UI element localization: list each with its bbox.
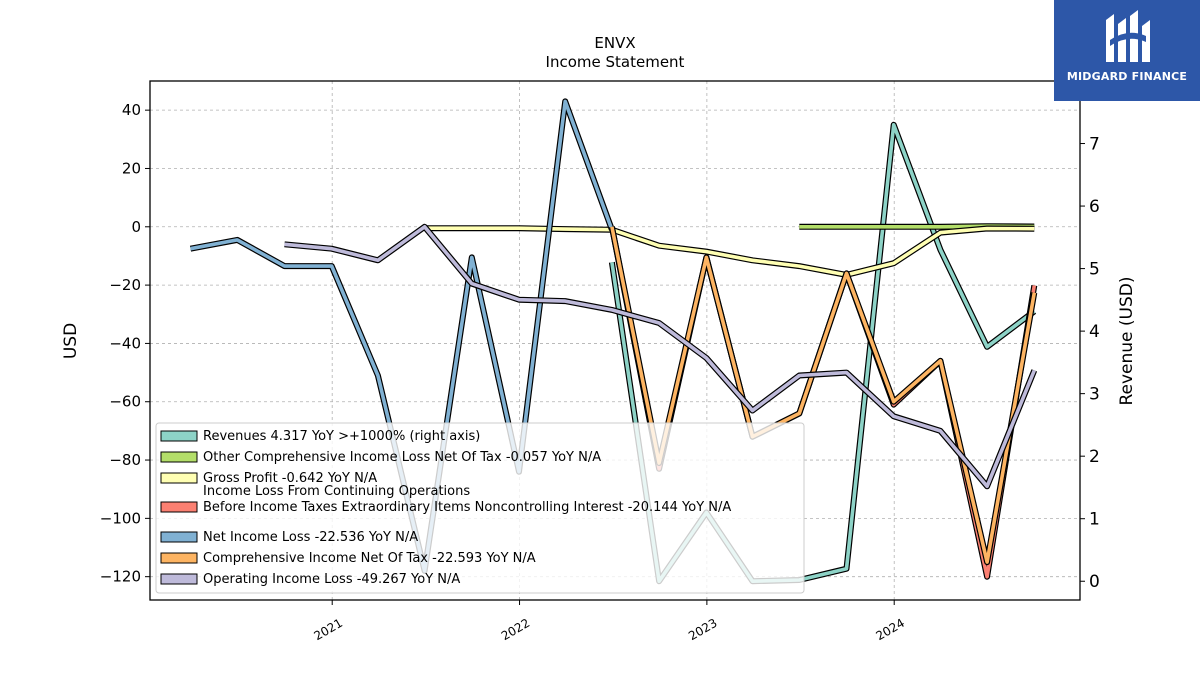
legend-label: Revenues 4.317 YoY >+1000% (right axis) [203,429,480,444]
legend-label: Net Income Loss -22.536 YoY N/A [203,530,418,545]
legend-swatch [160,552,198,564]
legend-label: Before Income Taxes Extraordinary Items … [203,500,731,515]
chart-title: ENVX [594,34,635,52]
y-tick-label-right: 1 [1089,510,1100,530]
x-tick-label: 2024 [873,616,906,643]
axes: 40 20 0 −20 −40 −60 −80 −100 −120 0 1 2 3 4 5 6 7 2021 202… [100,80,1100,643]
y-tick-label-left: −40 [109,334,141,352]
x-tick-label: 2021 [311,616,344,643]
series-line [284,225,1036,489]
x-tick-label: 2023 [686,616,719,643]
logo-text: MIDGARD FINANCE [1066,70,1188,83]
series-line [424,226,1035,277]
y-tick-label-right: 3 [1089,385,1100,405]
y-tick-label-left: −80 [109,451,141,469]
legend-swatch [160,531,198,543]
legend-label: Comprehensive Income Net Of Tax -22.593 … [203,551,536,566]
y-tick-label-right: 5 [1089,260,1100,280]
legend-label: Other Comprehensive Income Loss Net Of T… [203,450,601,465]
y-tick-label-right: 6 [1089,197,1100,217]
y-tick-label-right: 7 [1089,135,1100,155]
plot-frame [149,80,1081,601]
legend-label: Income Loss From Continuing Operations [203,484,470,499]
midgard-logo-icon [1106,10,1150,62]
y-tick-label-right: 0 [1089,572,1100,592]
legend-box [155,422,805,594]
y-tick-label-left: −120 [100,568,141,586]
y-tick-label-left: 0 [131,218,141,236]
y-tick-label-left: −100 [100,509,141,527]
legend-swatch [160,451,198,463]
series-line-group [424,225,1035,278]
y-axis-label-left: USD [61,323,81,359]
y-tick-label-left: −20 [109,276,141,294]
brand-logo: MIDGARD FINANCE [1054,0,1200,101]
y-axis-label-right: Revenue (USD) [1117,276,1137,405]
y-tick-label-left: 40 [122,101,141,119]
legend-swatch [160,430,198,442]
legend: Revenues 4.317 YoY >+1000% (right axis) O… [155,422,805,594]
series-line-group [284,223,1038,490]
legend-swatch [160,501,198,513]
x-tick-label: 2022 [499,616,532,643]
y-tick-label-left: −60 [109,393,141,411]
legend-swatch [160,472,198,484]
y-tick-label-right: 4 [1089,322,1100,342]
y-tick-label-right: 2 [1089,447,1100,467]
y-tick-label-left: 20 [122,159,141,177]
legend-label: Gross Profit -0.642 YoY N/A [203,471,377,486]
legend-label: Operating Income Loss -49.267 YoY N/A [203,572,460,587]
chart-subtitle: Income Statement [546,53,685,71]
legend-swatch [160,573,198,585]
